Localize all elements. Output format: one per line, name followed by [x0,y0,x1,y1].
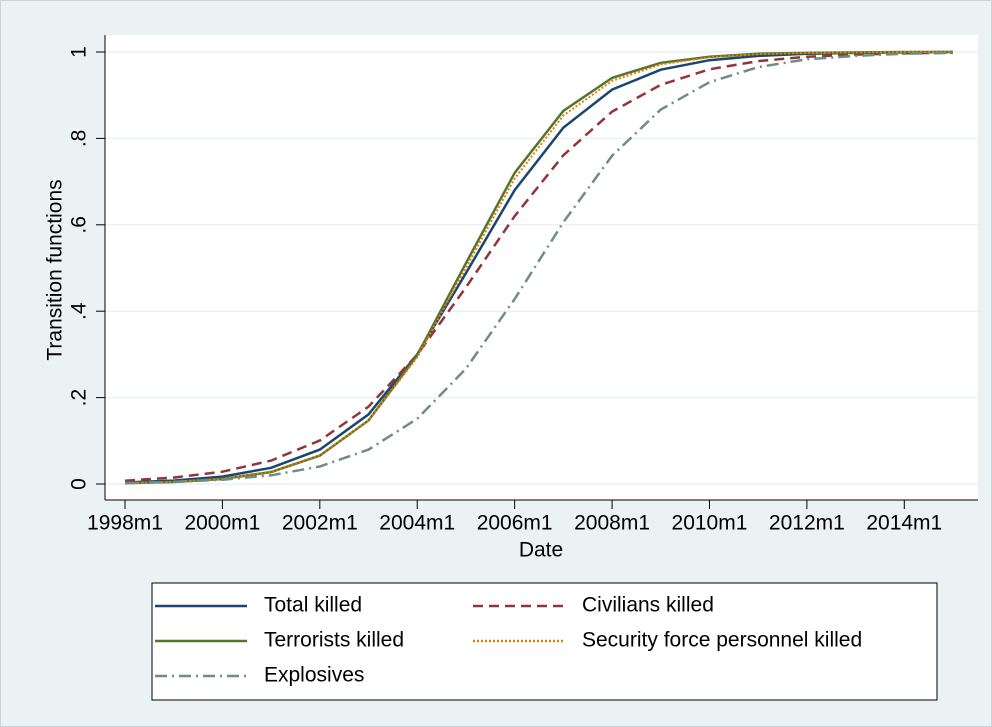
legend-label: Explosives [264,664,364,687]
legend-label: Terrorists killed [264,629,404,652]
legend-label: Total killed [264,594,362,617]
x-tick-label: 2006m1 [477,512,553,535]
x-axis-title: Date [519,539,563,562]
x-tick-label: 2000m1 [184,512,260,535]
y-tick-label: .4 [68,302,91,320]
x-tick-label: 1998m1 [87,512,163,535]
x-tick-label: 2008m1 [574,512,650,535]
legend-label: Security force personnel killed [582,629,862,652]
plot-area [105,35,978,500]
y-tick-label: .2 [68,389,91,407]
legend-label: Civilians killed [582,594,714,617]
series-line [124,51,954,485]
y-tick-label: .6 [68,216,91,234]
series-line [124,51,953,485]
y-axis-title: Transition functions [44,179,67,360]
x-tick-label: 2010m1 [672,512,748,535]
x-tick-label: 2012m1 [769,512,845,535]
legend-box [151,582,938,701]
y-tick-label: 0 [68,478,91,490]
x-tick-label: 2002m1 [282,512,358,535]
x-tick-label: 2014m1 [866,512,942,535]
y-tick-label: 1 [68,46,91,58]
series-line [124,50,953,485]
series-line [124,51,954,482]
y-tick-label: .8 [68,130,91,148]
x-tick-label: 2004m1 [379,512,455,535]
